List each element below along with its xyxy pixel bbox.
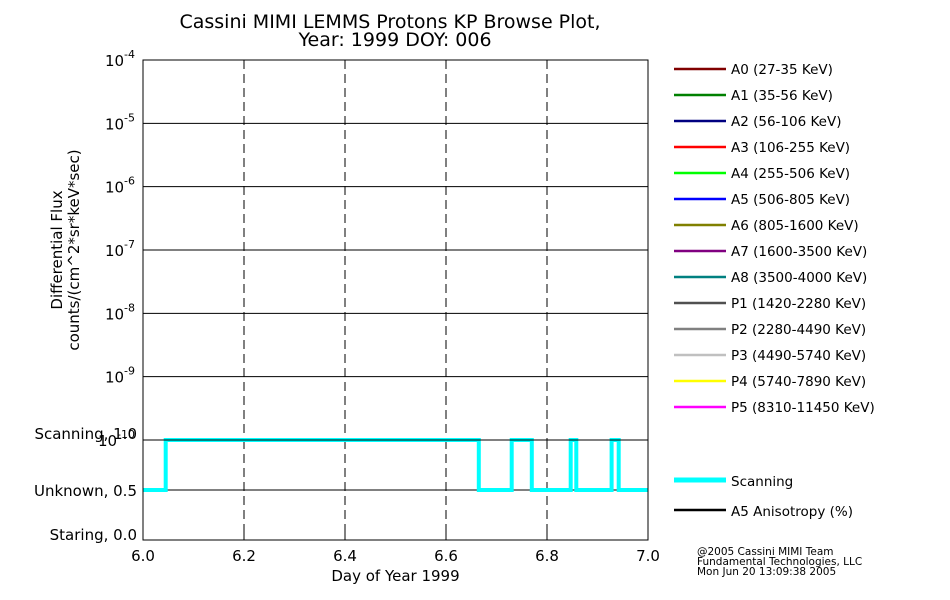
scanning-series-line — [143, 438, 648, 492]
legend-label: A7 (1600-3500 KeV) — [731, 244, 867, 260]
legend: A0 (27-35 KeV) A1 (35-56 KeV) A2 (56-106 K… — [674, 62, 875, 520]
x-tick-label: 6.2 — [232, 547, 256, 565]
y-tick-label: 10-4 — [105, 48, 135, 70]
legend-label: Scanning — [731, 474, 793, 490]
y-tick-label: Unknown, 0.5 — [34, 482, 137, 500]
y-tick-label: 10-9 — [105, 365, 135, 387]
legend-label: P4 (5740-7890 KeV) — [731, 374, 866, 390]
x-tick-label: 6.6 — [434, 547, 458, 565]
copyright-line: Fundamental Technologies, LLC — [697, 556, 862, 568]
legend-label: A5 Anisotropy (%) — [731, 504, 853, 520]
legend-label: P2 (2280-4490 KeV) — [731, 322, 866, 338]
legend-label: A4 (255-506 KeV) — [731, 166, 850, 182]
flux-panel: 10-10 10-9 10-8 10-7 10-6 10-5 10-4 Differentia… — [48, 48, 649, 450]
x-axis-label: Day of Year 1999 — [331, 567, 459, 585]
legend-label: A5 (506-805 KeV) — [731, 192, 850, 208]
y-axis-label: counts/(cm^2*sr*keV*sec) — [65, 149, 83, 350]
legend-label: A8 (3500-4000 KeV) — [731, 270, 867, 286]
y-axis-label: Differential Flux — [48, 190, 66, 309]
scan-frame — [142, 439, 649, 541]
x-tick-label: 6.4 — [333, 547, 357, 565]
legend-label: A2 (56-106 KeV) — [731, 114, 841, 130]
legend-label: A3 (106-255 KeV) — [731, 140, 850, 156]
y-tick-label: 10-6 — [105, 175, 135, 197]
x-tick-label: 7.0 — [636, 547, 660, 565]
legend-label: A0 (27-35 KeV) — [731, 62, 833, 78]
x-tick-label: 6.0 — [131, 547, 155, 565]
copyright-block: @2005 Cassini MIMI Team Fundamental Tech… — [697, 546, 862, 578]
legend-label: P5 (8310-11450 KeV) — [731, 400, 875, 416]
y-tick-label: 10-8 — [105, 301, 135, 323]
y-tick-label: Staring, 0.0 — [50, 526, 137, 544]
y-tick-label: 10-10 — [98, 428, 135, 450]
y-tick-label: 10-5 — [105, 111, 135, 133]
copyright-line: @2005 Cassini MIMI Team — [697, 546, 834, 558]
x-tick-label: 6.8 — [535, 547, 559, 565]
copyright-line: Mon Jun 20 13:09:38 2005 — [697, 566, 836, 578]
chart-title-line2: Year: 1999 DOY: 006 — [297, 29, 491, 51]
legend-label: A1 (35-56 KeV) — [731, 88, 833, 104]
legend-label: P1 (1420-2280 KeV) — [731, 296, 866, 312]
scan-panel: Scanning, 1.0 Unknown, 0.5 Staring, 0.0 6.0… — [34, 425, 660, 585]
legend-label: P3 (4490-5740 KeV) — [731, 348, 866, 364]
y-tick-label: Scanning, 1.0 — [34, 425, 137, 443]
chart-title-line1: Cassini MIMI LEMMS Protons KP Browse Plo… — [179, 11, 600, 33]
y-tick-label: 10-7 — [105, 238, 135, 260]
legend-label: A6 (805-1600 KeV) — [731, 218, 859, 234]
